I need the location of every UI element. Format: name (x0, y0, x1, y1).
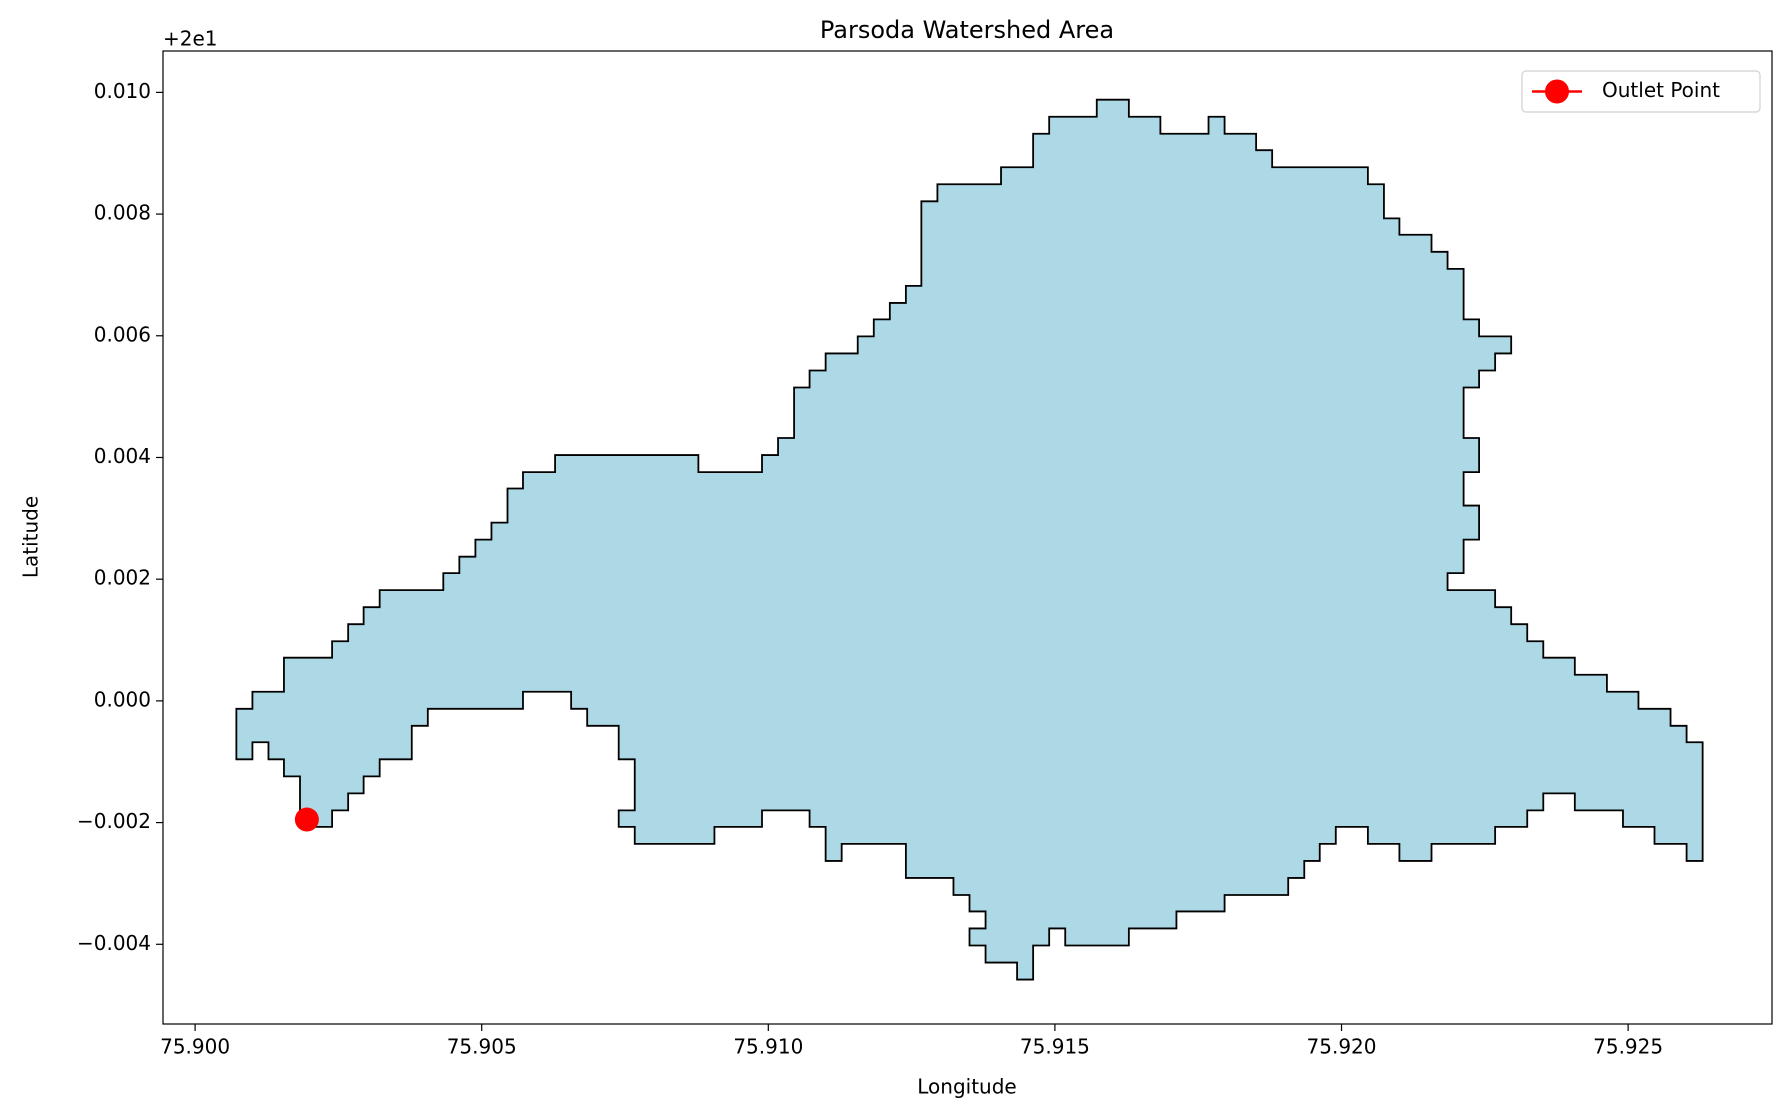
y-tick-label: 0.010 (94, 79, 151, 103)
y-tick-label: 0.006 (94, 322, 151, 346)
legend-box (1521, 70, 1761, 113)
y-tick-label: 0.000 (94, 687, 151, 711)
y-axis-label: Latitude (19, 496, 43, 578)
legend-label: Outlet Point (1602, 78, 1720, 102)
y-tick-label: 0.002 (94, 566, 151, 590)
axes-frame (162, 50, 1773, 1025)
x-tick-label: 75.900 (160, 1035, 230, 1059)
y-tick-label: −0.002 (77, 809, 151, 833)
x-axis-label: Longitude (917, 1075, 1016, 1099)
x-tick-label: 75.920 (1307, 1035, 1377, 1059)
legend-marker (1545, 79, 1569, 104)
x-tick-label: 75.905 (447, 1035, 517, 1059)
x-tick-label: 75.915 (1020, 1035, 1090, 1059)
y-tick-label: 0.004 (94, 444, 151, 468)
y-tick-label: −0.004 (77, 931, 151, 955)
y-tick-label: 0.008 (94, 201, 151, 225)
y-offset-label: +2e1 (163, 27, 218, 51)
x-tick-label: 75.910 (733, 1035, 803, 1059)
watershed-polygon (235, 98, 1704, 981)
outlet-point (294, 807, 319, 832)
chart-title: Parsoda Watershed Area (820, 16, 1114, 44)
x-tick-label: 75.925 (1593, 1035, 1663, 1059)
